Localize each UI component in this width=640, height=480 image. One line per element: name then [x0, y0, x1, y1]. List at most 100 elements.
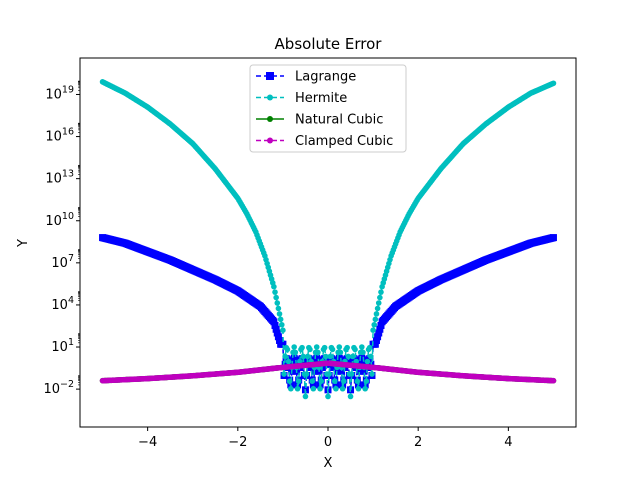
data-point [276, 311, 283, 317]
data-point [284, 346, 291, 353]
data-point [307, 346, 313, 353]
data-point [276, 336, 284, 344]
data-point [330, 363, 338, 371]
data-point [354, 378, 361, 385]
data-point [286, 378, 293, 385]
y-tick-label: 1019 [45, 84, 74, 102]
data-point [273, 294, 279, 301]
data-point [322, 353, 329, 360]
data-point [329, 346, 336, 353]
data-point [376, 325, 384, 333]
data-point [337, 349, 344, 356]
y-tick-exponent: 10 [62, 211, 74, 222]
data-point [272, 289, 278, 295]
data-point [347, 393, 354, 400]
data-point [366, 344, 373, 351]
data-point [372, 316, 379, 323]
data-point [352, 346, 358, 353]
data-point [309, 381, 317, 389]
data-point [275, 305, 282, 312]
y-tick-base: 10 [45, 172, 62, 187]
data-point [345, 353, 352, 360]
data-point [303, 371, 310, 377]
y-tick-base: 10 [45, 87, 62, 102]
data-point [271, 283, 277, 290]
data-point [321, 344, 328, 351]
data-point [550, 80, 557, 87]
data-point [300, 353, 307, 360]
data-point [368, 353, 374, 360]
plot-area [99, 79, 557, 400]
x-tick-label: −4 [138, 435, 157, 450]
data-point [362, 385, 369, 392]
y-tick-exponent: 4 [68, 295, 74, 306]
data-point [310, 385, 317, 392]
data-point [281, 371, 287, 377]
legend: Lagrange Hermite Natural Cubic Clamped Cubi… [249, 64, 407, 153]
data-point [318, 378, 325, 385]
data-point [372, 336, 380, 344]
data-point [326, 371, 332, 377]
data-point [350, 353, 356, 360]
data-point [378, 289, 384, 295]
data-point [359, 344, 365, 350]
series-layer [99, 79, 557, 400]
data-point [274, 333, 282, 341]
data-point [280, 327, 286, 333]
data-point [374, 333, 382, 341]
data-point [371, 340, 379, 348]
chart-title: Absolute Error [275, 35, 383, 53]
legend-entry: Clamped Cubic [256, 134, 393, 149]
data-point [340, 378, 347, 385]
y-tick-base: 10 [51, 298, 68, 313]
data-point [336, 344, 343, 350]
y-tick-label: 101 [51, 337, 74, 355]
data-point [315, 349, 321, 356]
y-axis-label: Y [16, 239, 31, 248]
x-axis-ticks: −4 −2 0 2 4 [138, 427, 513, 450]
x-tick-label: 0 [324, 435, 332, 450]
data-point [377, 322, 385, 330]
data-point [371, 321, 378, 328]
data-point [313, 344, 320, 350]
y-tick-label: 104 [51, 295, 74, 313]
legend-label: Clamped Cubic [295, 134, 393, 149]
legend-marker [266, 72, 274, 80]
data-point [370, 327, 376, 333]
data-point [355, 385, 362, 392]
data-point [369, 371, 375, 377]
data-point [282, 353, 288, 360]
data-point [327, 353, 334, 360]
data-point [331, 378, 338, 385]
legend-marker [267, 137, 273, 144]
data-point [377, 294, 383, 301]
data-point [272, 325, 280, 333]
legend-marker [267, 116, 273, 122]
legend-label: Natural Cubic [295, 113, 383, 128]
data-point [304, 353, 311, 360]
data-point [302, 393, 309, 400]
data-point [363, 378, 370, 385]
x-tick-label: 4 [504, 435, 512, 450]
data-point [309, 378, 316, 385]
y-tick-label: 1013 [45, 169, 74, 187]
y-tick-label: 10−2 [43, 379, 74, 397]
data-point [333, 385, 339, 392]
data-point [364, 358, 371, 365]
y-tick-exponent: 19 [62, 84, 74, 95]
data-point [274, 300, 281, 306]
data-point [373, 311, 380, 317]
y-tick-exponent: 16 [62, 127, 74, 138]
legend-marker [267, 94, 273, 101]
data-point [292, 349, 299, 356]
legend-entry: Hermite [256, 91, 347, 106]
y-tick-label: 1010 [45, 211, 74, 229]
data-point [356, 367, 364, 375]
data-point [271, 322, 279, 330]
data-point [294, 385, 301, 392]
data-point [339, 385, 346, 392]
data-point [295, 378, 302, 385]
data-point [360, 367, 368, 375]
